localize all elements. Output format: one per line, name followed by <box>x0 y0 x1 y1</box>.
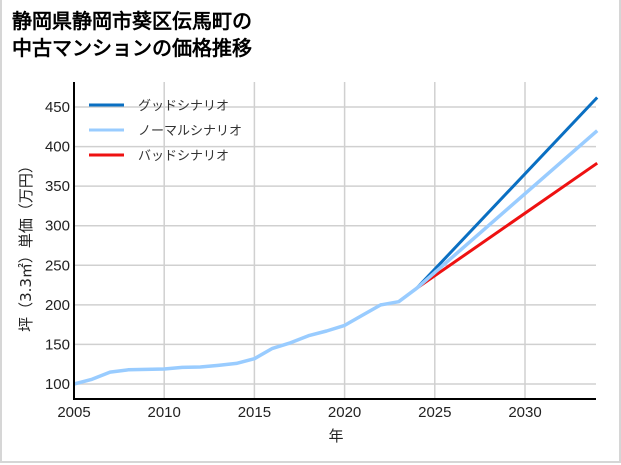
x-tick-label: 2015 <box>238 404 271 421</box>
y-tick-label: 450 <box>45 99 70 116</box>
y-tick-label: 400 <box>45 139 70 156</box>
x-tick-label: 2010 <box>148 404 181 421</box>
chart-title-line1: 静岡県静岡市葵区伝馬町の <box>12 9 252 33</box>
x-tick-label: 2005 <box>57 404 90 421</box>
x-tick-label: 2020 <box>328 404 361 421</box>
tick-labels: 2005 2010 2015 2020 2025 2030 100 150 200 250 300 3… <box>45 99 542 421</box>
y-tick-label: 300 <box>45 218 70 235</box>
axes <box>73 82 596 400</box>
y-tick-label: 150 <box>45 336 70 353</box>
legend-label: グッドシナリオ <box>138 99 229 114</box>
chart-title: 静岡県静岡市葵区伝馬町の 中古マンションの価格推移 <box>12 8 252 62</box>
x-tick-label: 2025 <box>418 404 451 421</box>
legend-label: ノーマルシナリオ <box>138 124 242 139</box>
chart-title-line2: 中古マンションの価格推移 <box>12 36 252 60</box>
series-lines <box>73 96 599 386</box>
y-tick-label: 100 <box>45 376 70 393</box>
y-tick-label: 250 <box>45 257 70 274</box>
y-tick-label: 350 <box>45 178 70 195</box>
x-tick-label: 2030 <box>508 404 541 421</box>
y-axis-label: 坪（3.3㎡）単価（万円） <box>17 158 35 332</box>
series-line <box>415 96 599 290</box>
x-axis-label: 年 <box>328 427 343 445</box>
grid-lines <box>74 82 596 399</box>
series-line <box>415 161 599 290</box>
legend-label: バッドシナリオ <box>138 149 229 164</box>
series-line <box>73 129 599 386</box>
y-tick-label: 200 <box>45 297 70 314</box>
